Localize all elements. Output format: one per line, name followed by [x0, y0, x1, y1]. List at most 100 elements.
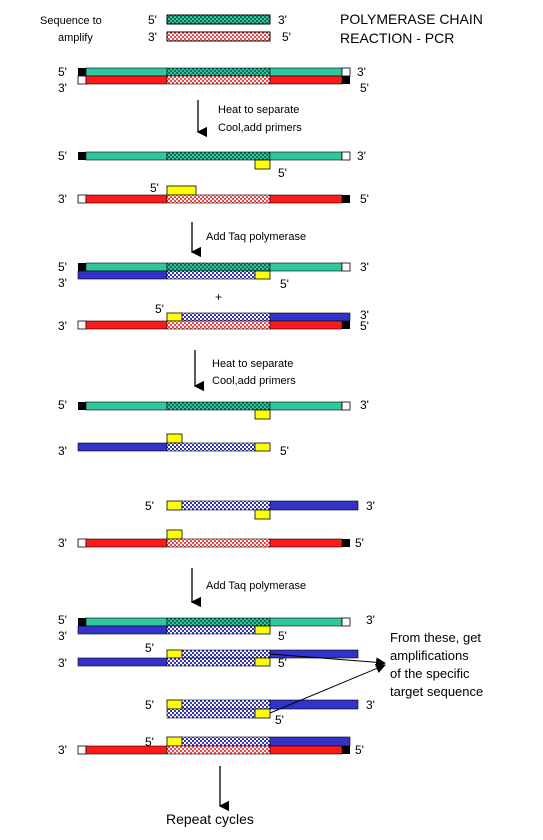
- legend-five-bottom: 5': [282, 30, 291, 44]
- green-strand: [85, 617, 168, 627]
- red-strand: [85, 75, 168, 85]
- primer: [166, 185, 197, 196]
- end-label: 3': [357, 65, 366, 79]
- end-label: 3': [360, 260, 369, 274]
- end-cap: [77, 320, 87, 330]
- step2: Add Taq polymerase: [206, 231, 306, 243]
- note-line1: From these, get: [390, 630, 481, 645]
- end-cap: [78, 402, 86, 410]
- end-label: 3': [366, 613, 375, 627]
- end-label: 3': [360, 398, 369, 412]
- title-line2: REACTION - PCR: [340, 30, 454, 46]
- end-label: 5': [58, 65, 67, 79]
- end-label: 3': [58, 192, 67, 206]
- end-cap: [341, 151, 351, 161]
- red-strand: [85, 194, 168, 204]
- blue-strand: [269, 736, 351, 747]
- end-label: 3': [58, 536, 67, 550]
- blue-target: [166, 442, 256, 452]
- green-strand: [269, 151, 343, 161]
- blue-strand: [77, 442, 168, 452]
- end-cap: [78, 152, 86, 160]
- title-line1: POLYMERASE CHAIN: [340, 11, 483, 27]
- red-target: [166, 320, 271, 330]
- legend-five-top: 5': [148, 13, 157, 27]
- legend-three-top: 3': [278, 13, 287, 27]
- end-label: 3': [58, 656, 67, 670]
- green-strand: [85, 151, 168, 161]
- pointer-arrow: [269, 663, 386, 714]
- green-target: [166, 401, 271, 411]
- end-cap: [77, 194, 87, 204]
- end-label: 5': [278, 656, 287, 670]
- primer: [166, 433, 183, 444]
- end-label: 5': [275, 713, 284, 727]
- note-line4: target sequence: [390, 684, 483, 699]
- end-label: 5': [145, 641, 154, 655]
- red-strand: [269, 320, 343, 330]
- primer: [254, 509, 271, 520]
- green-strand: [85, 401, 168, 411]
- red-strand: [269, 194, 343, 204]
- end-cap: [77, 745, 87, 755]
- end-label: 5': [278, 166, 287, 180]
- end-label: 3': [366, 698, 375, 712]
- red-target: [166, 75, 271, 85]
- legend-three-bottom: 3': [148, 30, 157, 44]
- separated-strands-with-primers: 5' 3' 5' 5' 3' 5': [58, 149, 369, 206]
- primer: [254, 625, 271, 635]
- blue-strand: [269, 699, 359, 710]
- green-target: [166, 151, 271, 161]
- original-double-strand: 5' 3' 3' 5': [58, 65, 369, 95]
- end-label: 5': [58, 149, 67, 163]
- primer: [166, 736, 183, 747]
- end-cap: [342, 76, 350, 84]
- end-cap: [341, 67, 351, 77]
- end-cap: [77, 538, 87, 548]
- primer: [166, 500, 183, 511]
- blue-strand: [77, 270, 168, 280]
- primer: [166, 312, 183, 322]
- green-strand: [269, 617, 343, 627]
- red-target: [166, 194, 271, 204]
- end-label: 5': [58, 613, 67, 627]
- end-cap: [341, 401, 351, 411]
- legend-red-target: [166, 31, 271, 42]
- legend-label-line1: Sequence to: [40, 15, 102, 27]
- blue-target: [166, 708, 256, 719]
- end-label: 3': [58, 444, 67, 458]
- green-strand: [85, 67, 168, 77]
- end-cap: [341, 617, 351, 627]
- red-strand: [269, 745, 343, 755]
- extended-strands-cycle2: 5' 3' 3' 5' 5' 3' 5' 5' 3' 5' 5' 3': [58, 613, 375, 757]
- end-label: 5': [355, 743, 364, 757]
- end-label: 3': [58, 81, 67, 95]
- pointer-arrow: [269, 653, 386, 668]
- blue-target: [181, 312, 271, 322]
- end-cap: [78, 263, 86, 271]
- red-strand: [85, 745, 168, 755]
- green-strand: [85, 262, 168, 272]
- end-label: 5': [280, 444, 289, 458]
- green-strand: [269, 401, 343, 411]
- blue-target: [166, 657, 256, 667]
- end-cap: [78, 618, 86, 626]
- end-label: 5': [150, 181, 159, 195]
- end-label: 3': [366, 499, 375, 513]
- end-label: 5': [280, 277, 289, 291]
- end-label: 5': [355, 536, 364, 550]
- primer: [254, 657, 271, 667]
- step1-line2: Cool,add primers: [218, 122, 302, 134]
- red-target: [166, 538, 271, 548]
- end-label: 5': [360, 81, 369, 95]
- blue-strand: [77, 625, 168, 635]
- note-line2: amplifications: [390, 648, 469, 663]
- primer: [254, 708, 271, 719]
- primer: [254, 409, 271, 420]
- repeat-cycles-label: Repeat cycles: [166, 811, 254, 827]
- end-label: 5': [278, 629, 287, 643]
- step4: Add Taq polymerase: [206, 580, 306, 592]
- end-label: 5': [58, 398, 67, 412]
- end-cap: [342, 539, 350, 547]
- legend-label-line2: amplify: [58, 32, 93, 44]
